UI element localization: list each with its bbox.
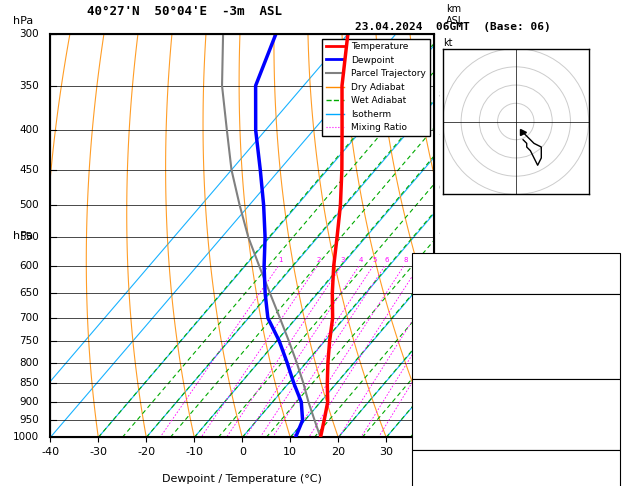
Text: Pressure (mb): Pressure (mb)	[415, 391, 491, 401]
Text: 550: 550	[19, 232, 39, 242]
Text: 311: 311	[599, 330, 616, 341]
Text: Lifted Index: Lifted Index	[415, 415, 486, 425]
Text: 300: 300	[19, 29, 39, 39]
Text: 23.04.2024  06GMT  (Base: 06): 23.04.2024 06GMT (Base: 06)	[355, 22, 551, 32]
Text: 4: 4	[611, 462, 616, 472]
Text: 5: 5	[438, 226, 445, 236]
Text: Temp (°C): Temp (°C)	[415, 306, 468, 316]
Text: 8: 8	[438, 90, 445, 100]
Text: EH: EH	[415, 462, 427, 472]
Text: 350: 350	[19, 81, 39, 91]
Text: kt: kt	[443, 38, 452, 48]
Text: LCL: LCL	[438, 415, 456, 425]
Text: 11.1: 11.1	[593, 318, 616, 329]
Text: 0: 0	[611, 368, 616, 378]
Text: CIN (J): CIN (J)	[415, 438, 456, 449]
Text: PW (cm): PW (cm)	[415, 283, 456, 293]
Text: 3: 3	[438, 313, 445, 323]
Text: 7: 7	[611, 476, 616, 486]
Text: 1000: 1000	[13, 433, 39, 442]
Text: 6: 6	[384, 258, 389, 263]
Text: 5: 5	[372, 258, 377, 263]
Text: 6: 6	[611, 343, 616, 353]
Text: 450: 450	[19, 165, 39, 175]
Text: 2.49: 2.49	[593, 283, 616, 293]
Text: 3: 3	[341, 258, 345, 263]
Text: Mixing Ratio (g/kg): Mixing Ratio (g/kg)	[479, 190, 489, 282]
Text: Totals Totals: Totals Totals	[415, 270, 491, 280]
Text: 6: 6	[438, 183, 445, 193]
Text: 315: 315	[599, 403, 616, 413]
Text: 7: 7	[438, 134, 445, 144]
Text: Most Unstable: Most Unstable	[475, 382, 557, 392]
Text: hPa: hPa	[13, 231, 33, 241]
Text: 4: 4	[611, 415, 616, 425]
Text: CIN (J): CIN (J)	[415, 368, 456, 378]
Text: 45: 45	[604, 270, 616, 280]
Text: Lifted Index: Lifted Index	[415, 343, 486, 353]
Text: 500: 500	[19, 200, 39, 210]
Text: 600: 600	[19, 261, 39, 271]
Text: © weatheronline.co.uk: © weatheronline.co.uk	[459, 472, 572, 481]
Text: 800: 800	[19, 358, 39, 367]
Text: 900: 900	[19, 397, 39, 407]
Text: 2: 2	[438, 358, 445, 367]
Text: 25: 25	[604, 258, 616, 268]
Text: hPa: hPa	[13, 16, 33, 26]
Text: 0: 0	[611, 355, 616, 365]
Text: θᴇ (K): θᴇ (K)	[415, 403, 450, 413]
Text: 4: 4	[438, 270, 445, 279]
Text: 900: 900	[599, 391, 616, 401]
Text: CAPE (J): CAPE (J)	[415, 427, 462, 436]
Text: Hodograph: Hodograph	[487, 452, 544, 462]
Text: Dewp (°C): Dewp (°C)	[415, 318, 468, 329]
Text: 750: 750	[19, 336, 39, 346]
Text: 4: 4	[359, 258, 363, 263]
Text: km
ASL: km ASL	[446, 4, 464, 26]
Text: CAPE (J): CAPE (J)	[415, 355, 462, 365]
Text: Surface: Surface	[494, 296, 538, 307]
Text: K: K	[415, 258, 421, 268]
Text: 0: 0	[611, 438, 616, 449]
Text: 1: 1	[438, 397, 445, 407]
Text: 850: 850	[19, 378, 39, 388]
Text: 1: 1	[278, 258, 282, 263]
Text: 40°27'N  50°04'E  -3m  ASL: 40°27'N 50°04'E -3m ASL	[87, 5, 282, 18]
Text: Dewpoint / Temperature (°C): Dewpoint / Temperature (°C)	[162, 474, 322, 484]
Text: 400: 400	[19, 125, 39, 136]
Text: θᴀ(K): θᴀ(K)	[415, 330, 445, 341]
Text: 16.3: 16.3	[593, 306, 616, 316]
Text: SREH: SREH	[415, 476, 438, 486]
Text: 2: 2	[317, 258, 321, 263]
Text: 950: 950	[19, 415, 39, 425]
Text: 8: 8	[403, 258, 408, 263]
Text: 650: 650	[19, 288, 39, 298]
Text: 700: 700	[19, 313, 39, 323]
Text: 0: 0	[611, 427, 616, 436]
Legend: Temperature, Dewpoint, Parcel Trajectory, Dry Adiabat, Wet Adiabat, Isotherm, Mi: Temperature, Dewpoint, Parcel Trajectory…	[322, 38, 430, 136]
Text: 10: 10	[416, 258, 425, 263]
